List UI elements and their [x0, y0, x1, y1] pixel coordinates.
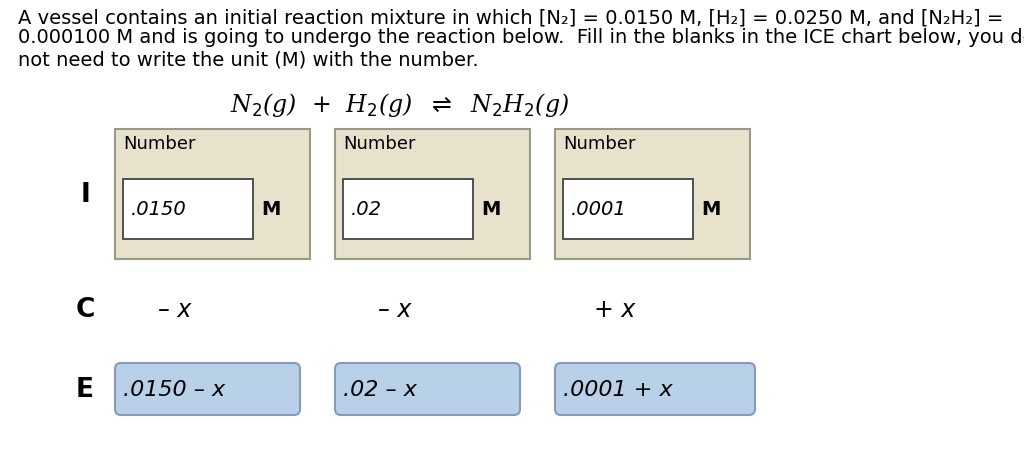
Text: I: I [80, 181, 90, 207]
Text: .0001 + x: .0001 + x [563, 379, 673, 399]
FancyBboxPatch shape [123, 180, 253, 239]
Text: A vessel contains an initial reaction mixture in which [N₂] = 0.0150 M, [H₂] = 0: A vessel contains an initial reaction mi… [18, 8, 1004, 27]
FancyBboxPatch shape [343, 180, 473, 239]
FancyBboxPatch shape [115, 363, 300, 415]
FancyBboxPatch shape [555, 363, 755, 415]
Text: M: M [261, 200, 281, 219]
Text: .02: .02 [351, 200, 382, 219]
Text: Number: Number [343, 135, 416, 153]
Text: + x: + x [594, 297, 636, 321]
Text: .0150: .0150 [131, 200, 186, 219]
Text: not need to write the unit (M) with the number.: not need to write the unit (M) with the … [18, 50, 478, 69]
Text: C: C [76, 296, 94, 322]
Text: .0001: .0001 [571, 200, 627, 219]
Text: .02 – x: .02 – x [343, 379, 417, 399]
Text: Number: Number [563, 135, 636, 153]
FancyBboxPatch shape [563, 180, 693, 239]
Text: M: M [701, 200, 720, 219]
Text: E: E [76, 376, 94, 402]
Text: M: M [481, 200, 501, 219]
FancyBboxPatch shape [555, 130, 750, 259]
Text: .0150 – x: .0150 – x [123, 379, 225, 399]
Text: 0.000100 M and is going to undergo the reaction below.  Fill in the blanks in th: 0.000100 M and is going to undergo the r… [18, 28, 1024, 47]
Text: Number: Number [123, 135, 196, 153]
FancyBboxPatch shape [115, 130, 310, 259]
Text: – x: – x [159, 297, 191, 321]
Text: – x: – x [378, 297, 412, 321]
Text: N$_2$(g)  +  H$_2$(g)  $\rightleftharpoons$  N$_2$H$_2$(g): N$_2$(g) + H$_2$(g) $\rightleftharpoons$… [230, 91, 569, 119]
FancyBboxPatch shape [335, 130, 530, 259]
FancyBboxPatch shape [335, 363, 520, 415]
